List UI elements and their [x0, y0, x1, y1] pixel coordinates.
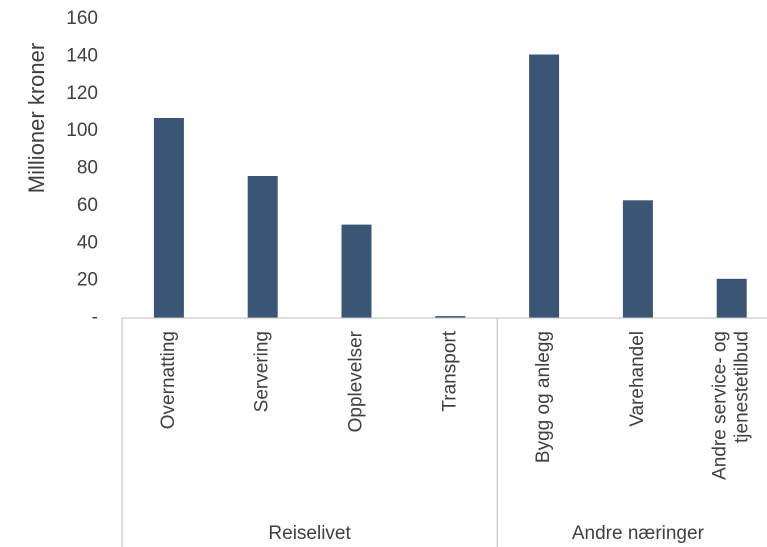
y-tick-label: 40	[77, 232, 98, 253]
x-tick-label: Transport	[439, 330, 460, 411]
x-tick-label: Andre service- og	[710, 331, 731, 480]
x-axis-category-labels: Overnatting Servering Opplevelser Transport…	[158, 330, 753, 480]
x-axis-group-labels: Reiselivet Andre næringer	[268, 523, 704, 544]
y-tick-label: 160	[66, 8, 98, 29]
y-tick-label: 120	[66, 83, 98, 104]
y-tick-label: 60	[77, 195, 98, 216]
y-tick-label: 100	[66, 120, 98, 141]
bar	[716, 278, 747, 318]
bar	[247, 176, 278, 318]
bar	[153, 118, 184, 318]
bar	[341, 224, 372, 318]
x-tick-label: Overnatting	[158, 331, 179, 429]
category-axis	[121, 317, 767, 547]
x-tick-label: Varehandel	[627, 331, 648, 427]
y-axis-ticks: - 20 40 60 80 100 120 140 160	[66, 8, 98, 328]
y-tick-label: 80	[77, 158, 98, 179]
group-label: Andre næringer	[572, 523, 705, 544]
y-tick-label: 140	[66, 45, 98, 66]
y-tick-label: -	[92, 307, 98, 328]
x-tick-label: tjenestetilbud	[732, 331, 753, 443]
bars	[153, 54, 747, 318]
y-axis-label: Millioner kroner	[24, 43, 49, 193]
group-label: Reiselivet	[268, 523, 351, 544]
x-tick-label: Servering	[252, 331, 273, 412]
bar	[622, 200, 653, 318]
x-tick-label: Bygg og anlegg	[533, 331, 554, 463]
bar	[435, 316, 466, 318]
x-tick-label: Opplevelser	[346, 330, 367, 432]
y-tick-label: 20	[77, 270, 98, 291]
bar	[529, 54, 560, 318]
